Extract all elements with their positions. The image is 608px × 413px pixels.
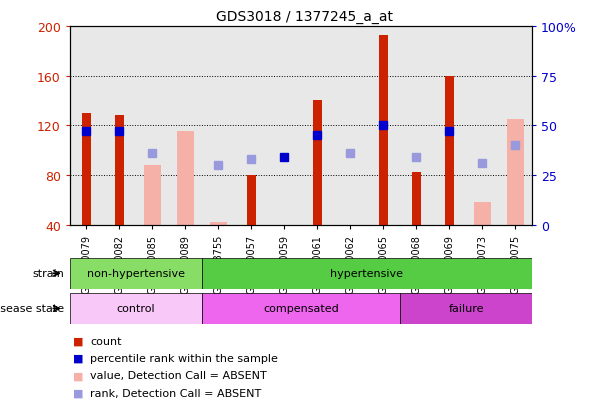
Text: percentile rank within the sample: percentile rank within the sample [90,353,278,363]
Bar [70,258,202,289]
Bar [70,293,202,324]
Bar [202,293,400,324]
Bar [115,116,124,225]
Text: non-hypertensive: non-hypertensive [87,268,185,279]
Text: ■: ■ [73,370,83,380]
Text: disease state: disease state [0,304,64,314]
Bar [202,258,532,289]
Text: count: count [90,336,122,346]
Bar [210,223,227,225]
Bar [474,203,491,225]
Text: compensated: compensated [263,304,339,314]
Bar [82,114,91,225]
Text: ■: ■ [73,388,83,398]
Bar [507,120,523,225]
Bar [400,293,532,324]
Text: ■: ■ [73,336,83,346]
Bar [379,36,388,225]
Text: failure: failure [448,304,484,314]
Text: ■: ■ [73,353,83,363]
Text: value, Detection Call = ABSENT: value, Detection Call = ABSENT [90,370,267,380]
Bar [313,101,322,225]
Text: rank, Detection Call = ABSENT: rank, Detection Call = ABSENT [90,388,261,398]
Bar [144,166,161,225]
Text: hypertensive: hypertensive [331,268,404,279]
Bar [445,76,454,225]
Text: strain: strain [32,268,64,279]
Bar [247,176,256,225]
Text: GDS3018 / 1377245_a_at: GDS3018 / 1377245_a_at [215,10,393,24]
Bar [412,173,421,225]
Bar [177,132,194,225]
Text: control: control [117,304,155,314]
